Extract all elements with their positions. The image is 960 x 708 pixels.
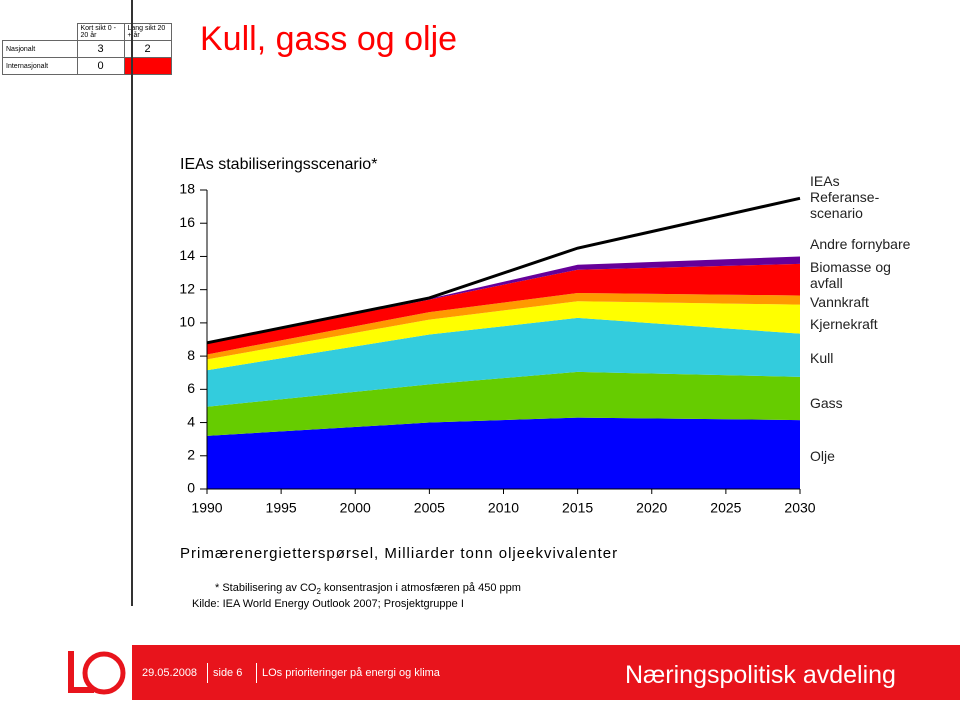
footnote: * Stabilisering av CO2 konsentrasjon i a… [215, 582, 521, 596]
x-tick-label: 2030 [784, 500, 815, 516]
legend-label: Olje [810, 448, 835, 464]
header-table: Kort sikt 0 - 20 år Lang sikt 20 + år Na… [2, 23, 172, 75]
y-tick-label: 2 [187, 446, 195, 462]
footnote-text: konsentrasjon i atmosfæren på 450 ppm [320, 582, 521, 594]
area [207, 256, 800, 343]
y-tick-label: 6 [187, 380, 195, 396]
x-tick-label: 2005 [414, 500, 445, 516]
y-tick-label: 18 [179, 181, 195, 197]
footnote-subscript: 2 [316, 587, 321, 597]
chart-title: IEAs stabiliseringsscenario* [180, 156, 377, 173]
area [207, 371, 800, 436]
legend-label: Kjernekraft [810, 316, 878, 332]
y-tick-label: 10 [179, 314, 195, 330]
slide-title: Kull, gass og olje [200, 20, 458, 58]
x-axis-label: Primærenergietterspørsel, Milliarder ton… [180, 545, 618, 562]
area [207, 417, 800, 489]
reference-line [206, 196, 801, 345]
footer-topic: LOs prioriteringer på energi og klima [262, 667, 440, 679]
divider [131, 0, 133, 606]
legend-label: Vannkraft [810, 294, 869, 310]
legend-label: IEAs Referanse-scenario [810, 173, 880, 221]
source: Kilde: IEA World Energy Outlook 2007; Pr… [192, 598, 464, 610]
area [207, 317, 800, 407]
y-tick-label: 12 [179, 280, 195, 296]
legend-label: Gass [810, 395, 843, 411]
x-tick-label: 2025 [710, 500, 741, 516]
logo [62, 645, 132, 703]
y-tick-label: 16 [179, 214, 195, 230]
legend-label: Kull [810, 350, 834, 366]
area [207, 263, 800, 355]
x-tick-label: 2020 [636, 500, 667, 516]
chart: IEAs stabiliseringsscenario* Primærenerg… [179, 156, 815, 562]
x-tick-label: 1995 [266, 500, 297, 516]
legend-label: Biomasse og avfall [810, 259, 891, 291]
footer-page: side 6 [213, 667, 243, 679]
x-tick-label: 2010 [488, 500, 519, 516]
footer-bar [130, 645, 960, 700]
cell [123, 57, 172, 75]
footer-separator [256, 663, 257, 683]
y-tick-label: 8 [187, 347, 195, 363]
y-tick-label: 14 [179, 247, 195, 263]
footnote-text: * Stabilisering av CO [215, 582, 317, 594]
legend-label: Andre fornybare [810, 236, 911, 252]
y-tick-label: 4 [187, 413, 195, 429]
x-tick-label: 2015 [562, 500, 593, 516]
area [207, 301, 800, 371]
y-tick-label: 0 [187, 480, 195, 496]
area [207, 292, 800, 360]
footer-department: Næringspolitisk avdeling [625, 661, 896, 689]
x-tick-label: 1990 [191, 500, 222, 516]
x-tick-label: 2000 [340, 500, 371, 516]
footer-separator [207, 663, 208, 683]
footer-date: 29.05.2008 [142, 667, 198, 679]
